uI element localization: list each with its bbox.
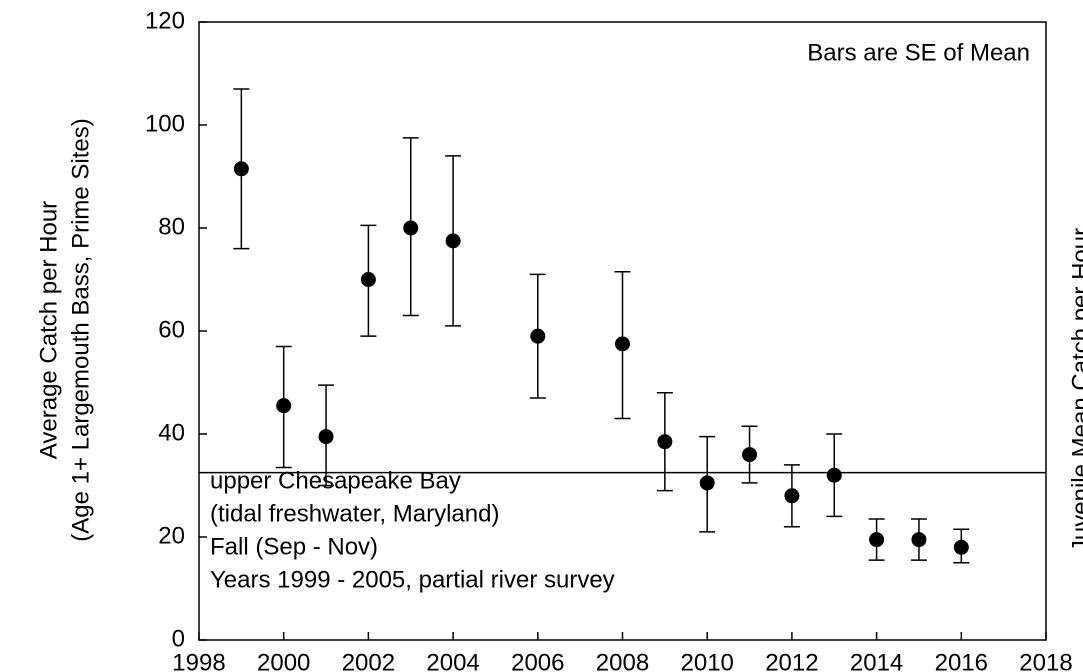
- point: [953, 539, 969, 555]
- x-tick-label: 2006: [511, 649, 564, 672]
- y-tick-label: 0: [172, 625, 185, 652]
- point: [784, 488, 800, 504]
- point: [445, 233, 461, 249]
- y2-axis-title: Juvenile Mean Catch per Hour: [1067, 228, 1083, 552]
- annotation: Years 1999 - 2005, partial river survey: [210, 566, 615, 593]
- point: [615, 336, 630, 352]
- annotation: Bars are SE of Mean: [807, 39, 1030, 66]
- annotation: Fall (Sep - Nov): [210, 533, 378, 560]
- x-tick-label: 2012: [765, 649, 818, 672]
- y-tick-label: 80: [158, 213, 185, 240]
- annotation: upper Chesapeake Bay: [210, 467, 461, 494]
- y-axis-title: (Age 1+ Largemouth Bass, Prime Sites): [67, 118, 94, 542]
- x-tick-label: 2014: [850, 649, 903, 672]
- point: [742, 447, 758, 463]
- x-tick-label: 2000: [257, 649, 310, 672]
- x-tick-label: 2004: [426, 649, 479, 672]
- point: [318, 429, 334, 445]
- point: [233, 161, 249, 177]
- x-tick-label: 1998: [172, 649, 225, 672]
- y-axis-title: Average Catch per Hour: [35, 201, 62, 459]
- x-tick-label: 2016: [935, 649, 988, 672]
- point: [403, 220, 419, 236]
- point: [911, 532, 927, 548]
- point: [276, 398, 292, 414]
- y-tick-label: 20: [158, 522, 185, 549]
- point: [530, 328, 546, 344]
- point: [826, 467, 842, 483]
- point: [657, 434, 673, 450]
- annotation: (tidal freshwater, Maryland): [210, 500, 499, 527]
- x-tick-label: 2010: [681, 649, 734, 672]
- point: [360, 272, 376, 287]
- y-tick-label: 60: [158, 316, 185, 343]
- x-tick-label: 2008: [596, 649, 649, 672]
- y-tick-label: 100: [145, 110, 185, 137]
- x-tick-label: 2018: [1019, 649, 1072, 672]
- x-tick-label: 2002: [342, 649, 395, 672]
- y-tick-label: 120: [145, 7, 185, 34]
- point: [699, 475, 715, 491]
- point: [869, 532, 885, 548]
- y-tick-label: 40: [158, 419, 185, 446]
